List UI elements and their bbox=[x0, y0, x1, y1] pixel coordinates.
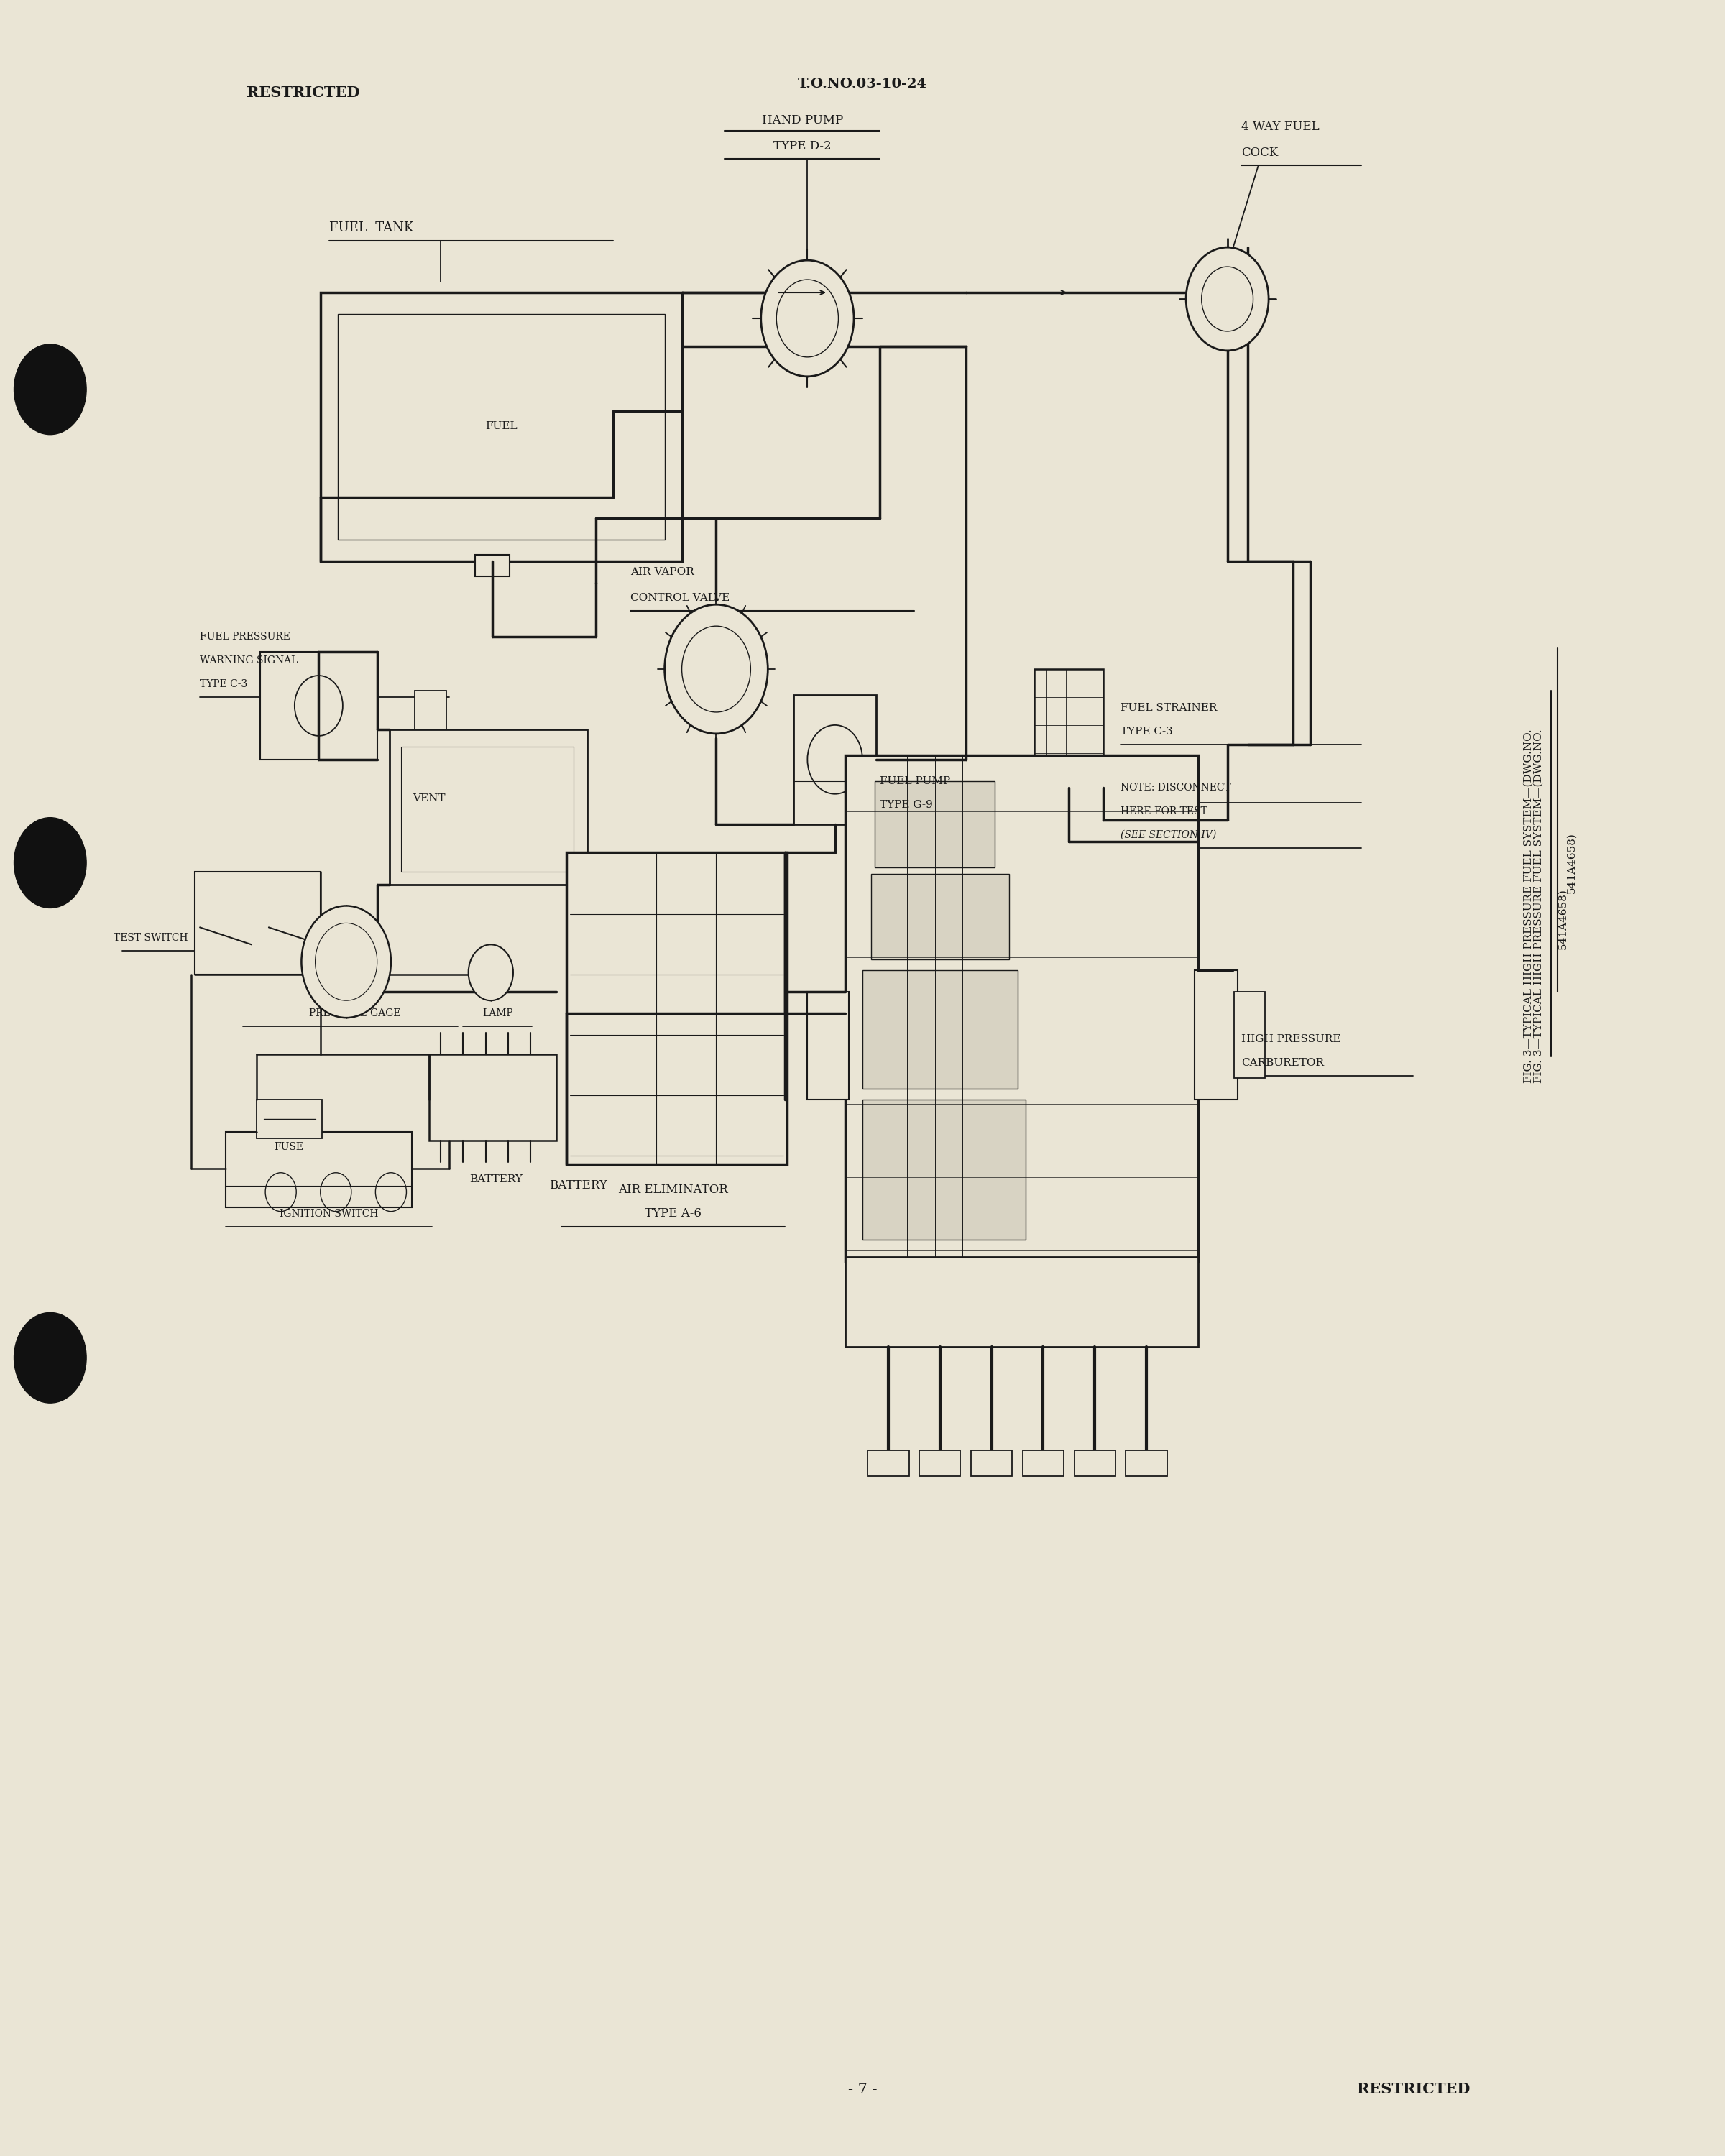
Bar bbox=[1126, 1451, 1168, 1477]
Text: FIG. 3—TYPICAL HIGH PRESSURE FUEL SYSTEM—(DWG.NO.: FIG. 3—TYPICAL HIGH PRESSURE FUEL SYSTEM… bbox=[1523, 729, 1534, 1082]
Bar bbox=[807, 992, 849, 1100]
Circle shape bbox=[302, 906, 392, 1018]
Bar bbox=[321, 293, 681, 561]
Text: CARBURETOR: CARBURETOR bbox=[1240, 1059, 1323, 1067]
Bar bbox=[919, 1451, 961, 1477]
Bar bbox=[416, 690, 447, 729]
Text: LAMP: LAMP bbox=[483, 1009, 512, 1018]
Bar bbox=[971, 1451, 1013, 1477]
Text: FUSE: FUSE bbox=[274, 1143, 304, 1151]
Text: PRESSURE GAGE: PRESSURE GAGE bbox=[309, 1009, 400, 1018]
Text: - 7 -: - 7 - bbox=[849, 2083, 876, 2096]
Circle shape bbox=[664, 604, 768, 733]
Text: HAND PUMP: HAND PUMP bbox=[761, 114, 844, 127]
Bar bbox=[862, 970, 1018, 1089]
Text: IGNITION SWITCH: IGNITION SWITCH bbox=[279, 1210, 378, 1218]
Bar bbox=[390, 729, 586, 884]
Text: CONTROL VALVE: CONTROL VALVE bbox=[630, 593, 730, 604]
Text: TYPE D-2: TYPE D-2 bbox=[773, 140, 831, 153]
Bar bbox=[794, 694, 876, 824]
Bar bbox=[476, 554, 509, 576]
Bar bbox=[845, 755, 1199, 1261]
Bar bbox=[862, 1100, 1026, 1240]
Text: 541A4658): 541A4658) bbox=[1566, 832, 1577, 893]
Bar bbox=[871, 873, 1009, 959]
Text: FUEL PRESSURE: FUEL PRESSURE bbox=[200, 632, 290, 642]
Text: 541A4658): 541A4658) bbox=[1558, 888, 1568, 949]
Text: T.O.NO.03-10-24: T.O.NO.03-10-24 bbox=[797, 78, 928, 91]
Text: TYPE A-6: TYPE A-6 bbox=[645, 1207, 702, 1220]
Text: FIG. 3—TYPICAL HIGH PRESSURE FUEL SYSTEM—(DWG.NO.: FIG. 3—TYPICAL HIGH PRESSURE FUEL SYSTEM… bbox=[1534, 729, 1544, 1082]
Bar bbox=[260, 651, 378, 759]
Text: 4 WAY FUEL: 4 WAY FUEL bbox=[1240, 121, 1320, 134]
Text: FUEL  TANK: FUEL TANK bbox=[329, 222, 414, 235]
Text: FUEL PUMP: FUEL PUMP bbox=[880, 776, 950, 787]
Text: RESTRICTED: RESTRICTED bbox=[1356, 2083, 1470, 2096]
Bar bbox=[1023, 1451, 1064, 1477]
Text: NOTE: DISCONNECT: NOTE: DISCONNECT bbox=[1121, 783, 1232, 793]
Text: BATTERY: BATTERY bbox=[550, 1179, 607, 1192]
Bar bbox=[430, 1054, 555, 1141]
Bar bbox=[566, 852, 787, 1164]
Bar bbox=[875, 780, 995, 867]
Text: COCK: COCK bbox=[1240, 147, 1278, 160]
Bar bbox=[1075, 1451, 1116, 1477]
Text: WARNING SIGNAL: WARNING SIGNAL bbox=[200, 655, 298, 666]
Circle shape bbox=[14, 1313, 86, 1404]
Circle shape bbox=[14, 817, 86, 908]
Text: AIR VAPOR: AIR VAPOR bbox=[630, 567, 693, 578]
Bar bbox=[195, 871, 321, 975]
Bar bbox=[257, 1100, 323, 1138]
Text: TEST SWITCH: TEST SWITCH bbox=[114, 934, 188, 942]
Text: FUEL: FUEL bbox=[485, 420, 518, 431]
Bar bbox=[402, 746, 573, 871]
Circle shape bbox=[761, 261, 854, 377]
Text: TYPE C-3: TYPE C-3 bbox=[1121, 727, 1173, 737]
Bar bbox=[1235, 992, 1264, 1078]
Text: TYPE C-3: TYPE C-3 bbox=[200, 679, 247, 690]
Bar bbox=[1195, 970, 1237, 1100]
Text: (SEE SECTION IV): (SEE SECTION IV) bbox=[1121, 830, 1216, 841]
Circle shape bbox=[1187, 248, 1268, 351]
Bar bbox=[845, 1257, 1199, 1348]
Text: AIR ELIMINATOR: AIR ELIMINATOR bbox=[618, 1184, 728, 1197]
Bar bbox=[226, 1132, 412, 1207]
Bar bbox=[1035, 668, 1104, 787]
Text: BATTERY: BATTERY bbox=[469, 1175, 523, 1184]
Text: FUEL STRAINER: FUEL STRAINER bbox=[1121, 703, 1218, 714]
Bar bbox=[338, 315, 664, 539]
Text: HERE FOR TEST: HERE FOR TEST bbox=[1121, 806, 1207, 817]
Text: VENT: VENT bbox=[412, 793, 445, 804]
Bar bbox=[868, 1451, 909, 1477]
Circle shape bbox=[14, 345, 86, 436]
Circle shape bbox=[469, 944, 512, 1000]
Text: TYPE G-9: TYPE G-9 bbox=[880, 800, 933, 811]
Text: HIGH PRESSURE: HIGH PRESSURE bbox=[1240, 1035, 1340, 1044]
Text: RESTRICTED: RESTRICTED bbox=[247, 86, 361, 99]
